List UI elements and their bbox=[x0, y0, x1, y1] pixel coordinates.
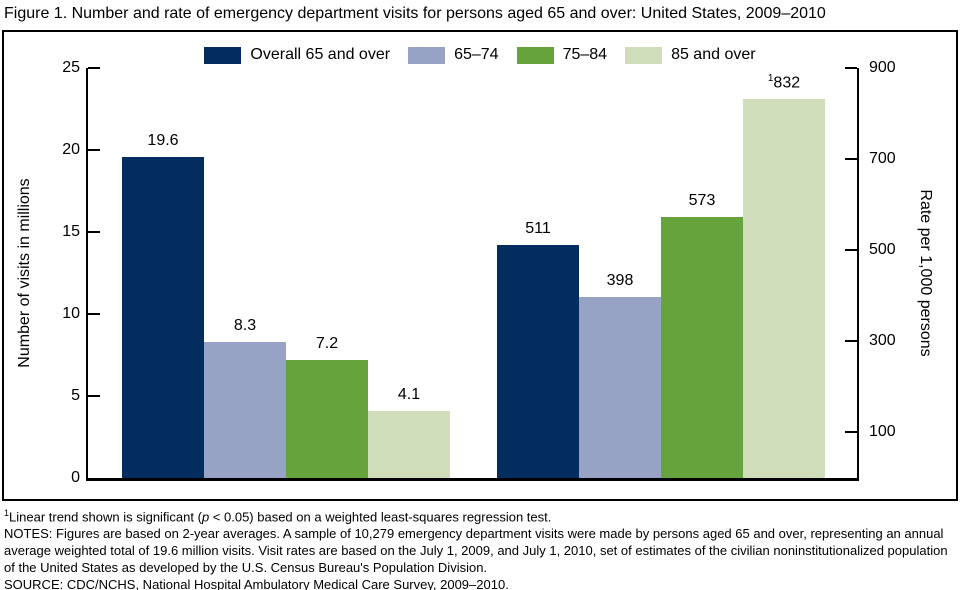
legend-item: Overall 65 and over bbox=[204, 46, 390, 64]
footnotes: 1Linear trend shown is significant (p < … bbox=[4, 505, 954, 590]
legend-swatch bbox=[516, 46, 554, 64]
footnote-notes: NOTES: Figures are based on 2-year avera… bbox=[4, 526, 948, 576]
right-axis-tick-label: 900 bbox=[869, 59, 896, 76]
left-axis-tick bbox=[88, 231, 100, 233]
bar-number-of-visits-series-0 bbox=[122, 157, 204, 478]
bar-value-label: 1832 bbox=[767, 72, 801, 91]
right-axis-tick-label: 100 bbox=[869, 423, 896, 441]
footnote-source: SOURCE: CDC/NCHS, National Hospital Ambu… bbox=[4, 577, 509, 590]
bar-rate-per-1000-series-3 bbox=[743, 99, 825, 478]
right-axis-tick bbox=[845, 249, 857, 252]
bar-value-superscript: 1 bbox=[767, 72, 774, 84]
left-axis-tick-label: 25 bbox=[62, 59, 80, 76]
legend-item: 75–84 bbox=[516, 46, 608, 64]
legend-label: Overall 65 and over bbox=[250, 46, 391, 63]
left-axis-line bbox=[86, 68, 88, 478]
legend-label: 75–84 bbox=[562, 46, 608, 63]
bar-rate-per-1000-series-1 bbox=[579, 297, 661, 478]
footnote-significance: 1Linear trend shown is significant (p < … bbox=[4, 508, 552, 525]
left-axis-tick bbox=[88, 149, 100, 151]
legend: Overall 65 and over 65–74 75–84 85 and over bbox=[4, 46, 956, 64]
legend-label: 85 and over bbox=[671, 46, 756, 63]
bottom-axis-line bbox=[86, 478, 859, 481]
right-axis-tick bbox=[845, 431, 857, 434]
footnote-superscript: 1 bbox=[4, 508, 10, 518]
bar-value-label: 8.3 bbox=[233, 317, 257, 334]
legend-label: 65–74 bbox=[454, 46, 499, 63]
legend-item: 65–74 bbox=[408, 46, 499, 64]
legend-item: 85 and over bbox=[625, 46, 756, 64]
right-axis-tick-label: 500 bbox=[869, 241, 896, 259]
plot-area: 0 5 10 15 20 25 100 300 500 700 900 19.6 8.3 7.2 4.1 51… bbox=[62, 59, 896, 486]
bar-rate-per-1000-series-2 bbox=[661, 217, 743, 478]
bar-rate-per-1000-series-0 bbox=[497, 245, 579, 478]
bar-value-label: 7.2 bbox=[315, 335, 339, 352]
right-axis-tick-label: 700 bbox=[869, 150, 896, 168]
right-axis-tick bbox=[845, 67, 857, 69]
right-axis-tick bbox=[845, 340, 857, 343]
bar-value-label: 511 bbox=[525, 220, 551, 237]
left-axis-tick-label: 5 bbox=[71, 387, 80, 404]
figure-title: Figure 1. Number and rate of emergency d… bbox=[4, 5, 826, 22]
chart-frame: Overall 65 and over 65–74 75–84 85 and over bbox=[2, 30, 958, 501]
right-axis-title: Rate per 1,000 persons bbox=[917, 189, 934, 357]
left-axis-tick bbox=[88, 67, 100, 69]
bar-number-of-visits-series-3 bbox=[368, 411, 450, 478]
left-axis-tick bbox=[88, 313, 100, 315]
legend-swatch bbox=[408, 46, 446, 64]
left-axis-title: Number of visits in millions bbox=[16, 178, 33, 368]
left-axis-tick-label: 20 bbox=[62, 141, 80, 158]
bar-value-label: 4.1 bbox=[397, 386, 421, 403]
right-axis-tick-label: 300 bbox=[869, 332, 896, 350]
left-axis-tick bbox=[88, 395, 100, 397]
bar-value-label: 19.6 bbox=[147, 132, 179, 149]
left-axis-tick-label: 10 bbox=[62, 305, 80, 322]
left-axis-tick-label: 0 bbox=[71, 469, 80, 486]
right-axis-tick bbox=[845, 158, 857, 161]
bar-number-of-visits-series-2 bbox=[286, 360, 368, 478]
bar-number-of-visits-series-1 bbox=[204, 342, 286, 478]
bar-value-label: 398 bbox=[606, 272, 634, 289]
right-axis-line bbox=[857, 68, 859, 478]
legend-swatch bbox=[204, 46, 242, 64]
bar-value-label: 573 bbox=[688, 192, 716, 209]
legend-swatch bbox=[625, 46, 663, 64]
left-axis-tick-label: 15 bbox=[62, 223, 80, 240]
